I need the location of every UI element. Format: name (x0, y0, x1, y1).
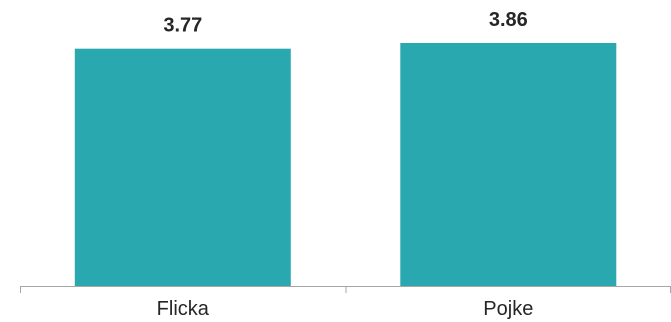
bars-group (74, 43, 617, 287)
x-axis (20, 286, 671, 293)
category-label-pojke: Pojke (483, 298, 533, 320)
bar-flicka (74, 48, 291, 287)
category-labels-group: Flicka Pojke (157, 298, 534, 320)
value-label-pojke: 3.86 (489, 9, 528, 31)
bar-pojke (400, 43, 617, 286)
value-label-flicka: 3.77 (163, 15, 202, 37)
category-label-flicka: Flicka (157, 298, 210, 320)
value-labels-group: 3.77 3.86 (163, 9, 527, 37)
